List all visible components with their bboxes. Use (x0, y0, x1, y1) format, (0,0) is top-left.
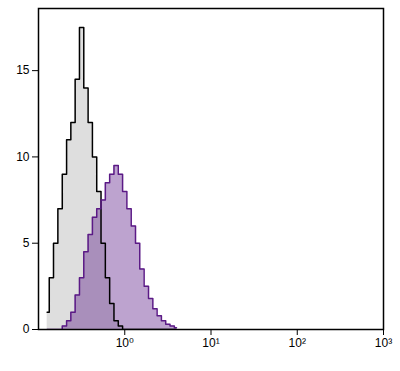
svg-text:0: 0 (23, 322, 30, 336)
svg-text:15: 15 (16, 63, 30, 77)
svg-text:10: 10 (16, 150, 30, 164)
svg-text:10⁰: 10⁰ (116, 336, 134, 350)
svg-text:10¹: 10¹ (202, 336, 219, 350)
svg-text:10²: 10² (289, 336, 306, 350)
svg-text:10³: 10³ (375, 336, 392, 350)
svg-text:5: 5 (23, 236, 30, 250)
